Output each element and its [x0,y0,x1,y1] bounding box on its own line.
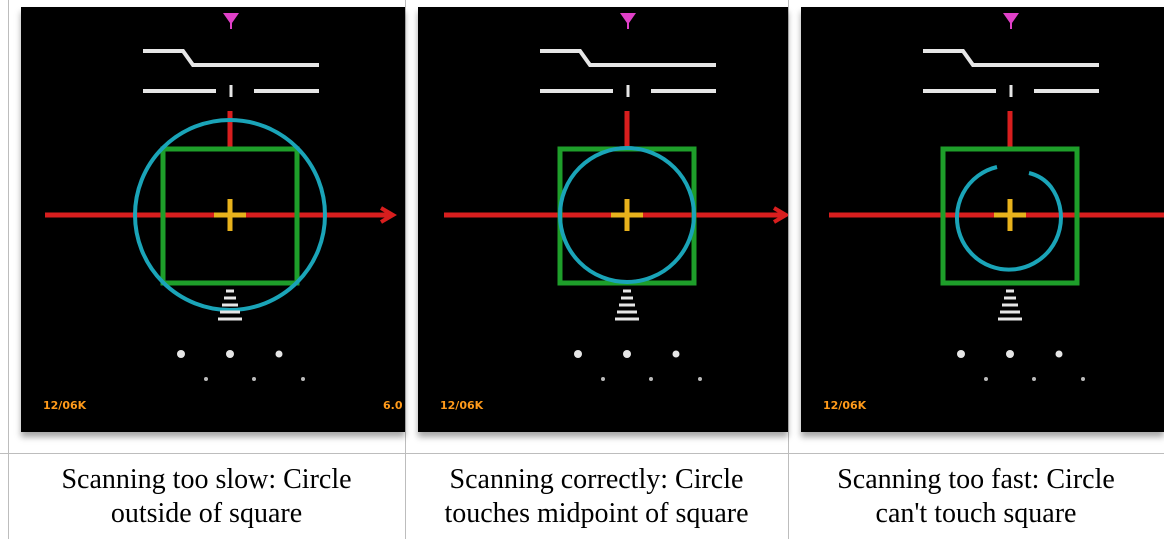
dots-row-1 [177,350,283,358]
arrow-icon [772,206,788,224]
altitude-stack [218,289,242,321]
table-row-divider [0,453,1164,454]
top-marker-icon [223,13,239,29]
scan-circle [133,118,327,312]
hud-step-line [540,49,716,67]
table-border-2 [788,0,789,539]
square [160,146,300,286]
altitude-stack [615,289,639,321]
caption-line-2: outside of square [110,498,303,529]
top-marker-icon [1003,13,1019,29]
top-marker-icon [620,13,636,29]
caption-line-2: touches midpoint of square [444,498,749,529]
caption-line-1: Scanning too fast: Circle [837,464,1115,495]
dots-row-2 [601,377,702,381]
side-label: 6.0 [383,399,403,412]
scan-circle [954,165,1063,272]
dots-row-2 [204,377,305,381]
radar-panel-too-fast: 12/06K [801,7,1164,432]
altitude-stack [998,289,1022,321]
arrow-icon [379,206,397,224]
scan-label: 12/06K [440,399,484,412]
scan-label: 12/06K [823,399,867,412]
caption-line-1: Scanning too slow: Circle [61,464,352,495]
radar-panel-correct: 12/06K [418,7,788,432]
scan-label: 12/06K [43,399,87,412]
table-border-left [8,0,9,539]
caption-line-1: Scanning correctly: Circle [449,464,744,495]
table-border-1 [405,0,406,539]
caption-too-slow: Scanning too slow: Circle outside of squ… [8,463,405,539]
hud-step-line [923,49,1099,67]
scan-circle [558,146,696,284]
dots-row-2 [984,377,1085,381]
square [940,146,1080,286]
dots-row-1 [574,350,680,358]
dots-row-1 [957,350,1063,358]
caption-too-fast: Scanning too fast: Circle can't touch sq… [788,463,1164,539]
caption-correct: Scanning correctly: Circle touches midpo… [405,463,788,539]
hud-step-line [143,49,319,67]
caption-line-2: can't touch square [875,498,1077,529]
radar-panel-too-slow: 12/06K 6.0 [21,7,405,432]
